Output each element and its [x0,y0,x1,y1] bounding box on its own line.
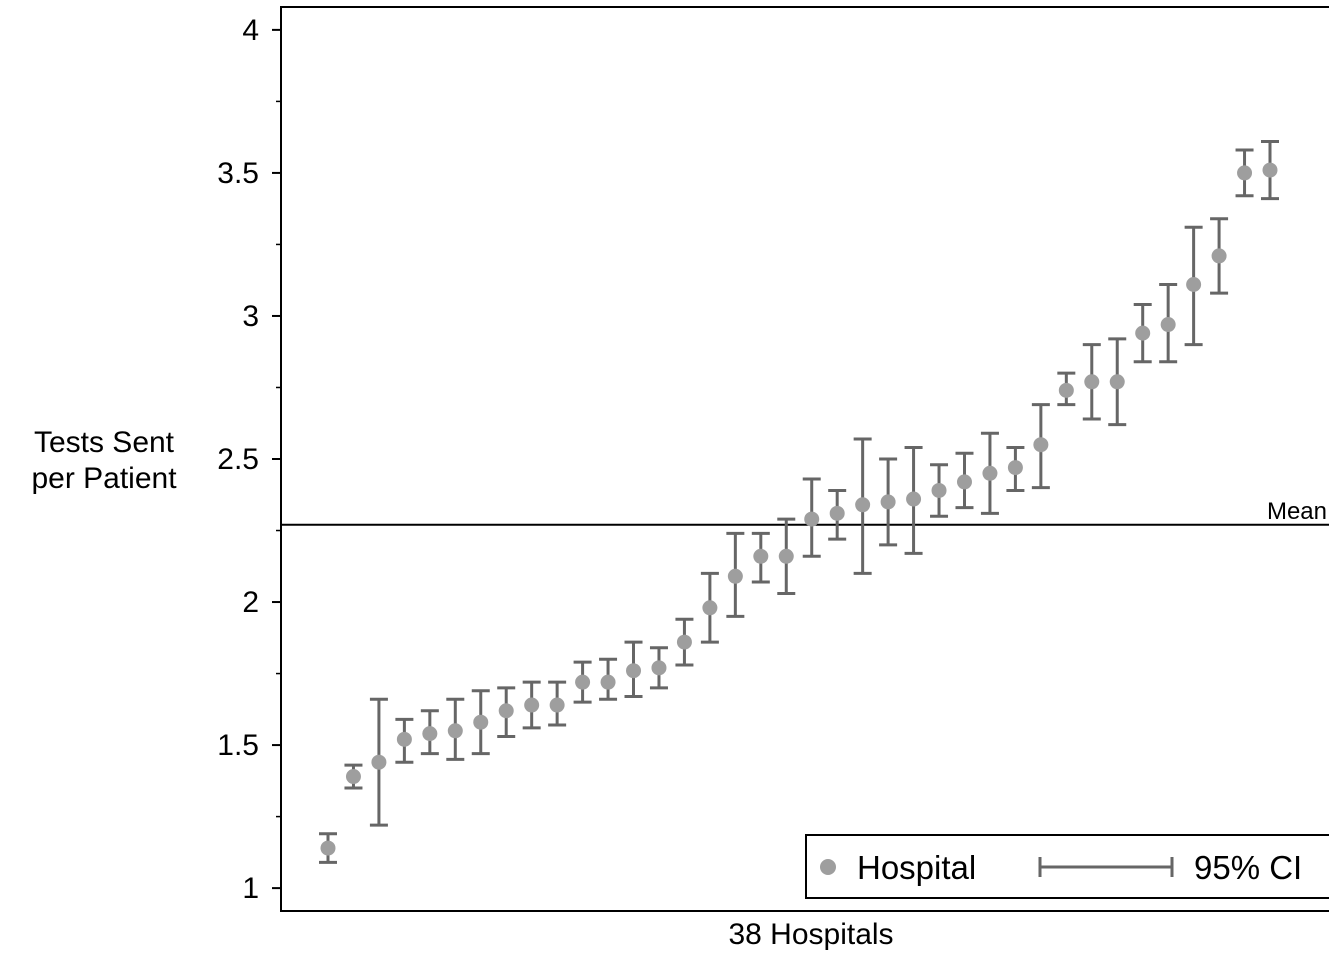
hospital-point [1135,325,1151,341]
hospital-point [1058,382,1074,398]
hospital-point [702,600,718,616]
y-axis-title-line-1: Tests Sent [34,426,175,459]
hospital-point [473,714,489,730]
hospital-point [778,548,794,564]
hospital-point [753,548,769,564]
y-tick-label: 1 [242,872,259,905]
plot-marks [319,139,1279,864]
legend-ci-marker [1038,857,1174,877]
hospital-point [804,511,820,527]
hospital-point [600,674,616,690]
y-axis: 1 1.5 2 2.5 3 3.5 4 [217,14,281,905]
hospital-point [982,465,998,481]
y-tick-label: 3.5 [217,157,259,190]
hospital-point [651,660,667,676]
y-tick-label: 1.5 [217,729,259,762]
hospital-point [855,497,871,513]
hospital-point [524,697,540,713]
y-axis-title-line-2: per Patient [31,462,177,495]
y-tick-label: 2.5 [217,443,259,476]
mean-reference-line: Mean [281,498,1329,526]
legend-ci-label: 95% CI [1194,849,1302,886]
hospital-point [931,482,947,498]
hospital-point [422,726,438,742]
hospital-point [371,754,387,770]
legend-hospital-marker [820,859,836,875]
y-tick-label: 2 [242,586,259,619]
hospital-point [1084,374,1100,390]
legend-hospital-label: Hospital [857,849,976,886]
hospital-point [1033,437,1049,453]
hospital-point [829,505,845,521]
mean-line-label: Mean [1267,498,1327,525]
hospital-point [549,697,565,713]
hospital-point [1237,165,1253,181]
hospital-point [320,840,336,856]
legend: Hospital 95% CI [805,834,1329,899]
hospital-point [345,769,361,785]
hospital-point [906,491,922,507]
hospital-point [1109,374,1125,390]
y-tick-label: 3 [242,300,259,333]
hospital-point [1186,276,1202,292]
hospital-point [1211,248,1227,264]
hospital-point [727,568,743,584]
hospital-point [626,663,642,679]
hospital-point [1160,317,1176,333]
x-axis-title: 38 Hospitals [728,918,893,951]
hospital-point [396,731,412,747]
hospital-point [575,674,591,690]
hospital-point [447,723,463,739]
hospital-point [1262,162,1278,178]
hospital-point [1007,460,1023,476]
hospital-point [676,634,692,650]
hospital-point [880,494,896,510]
hospital-point [956,474,972,490]
plot-frame [280,6,1329,912]
y-tick-label: 4 [242,14,259,47]
hospital-point [498,703,514,719]
